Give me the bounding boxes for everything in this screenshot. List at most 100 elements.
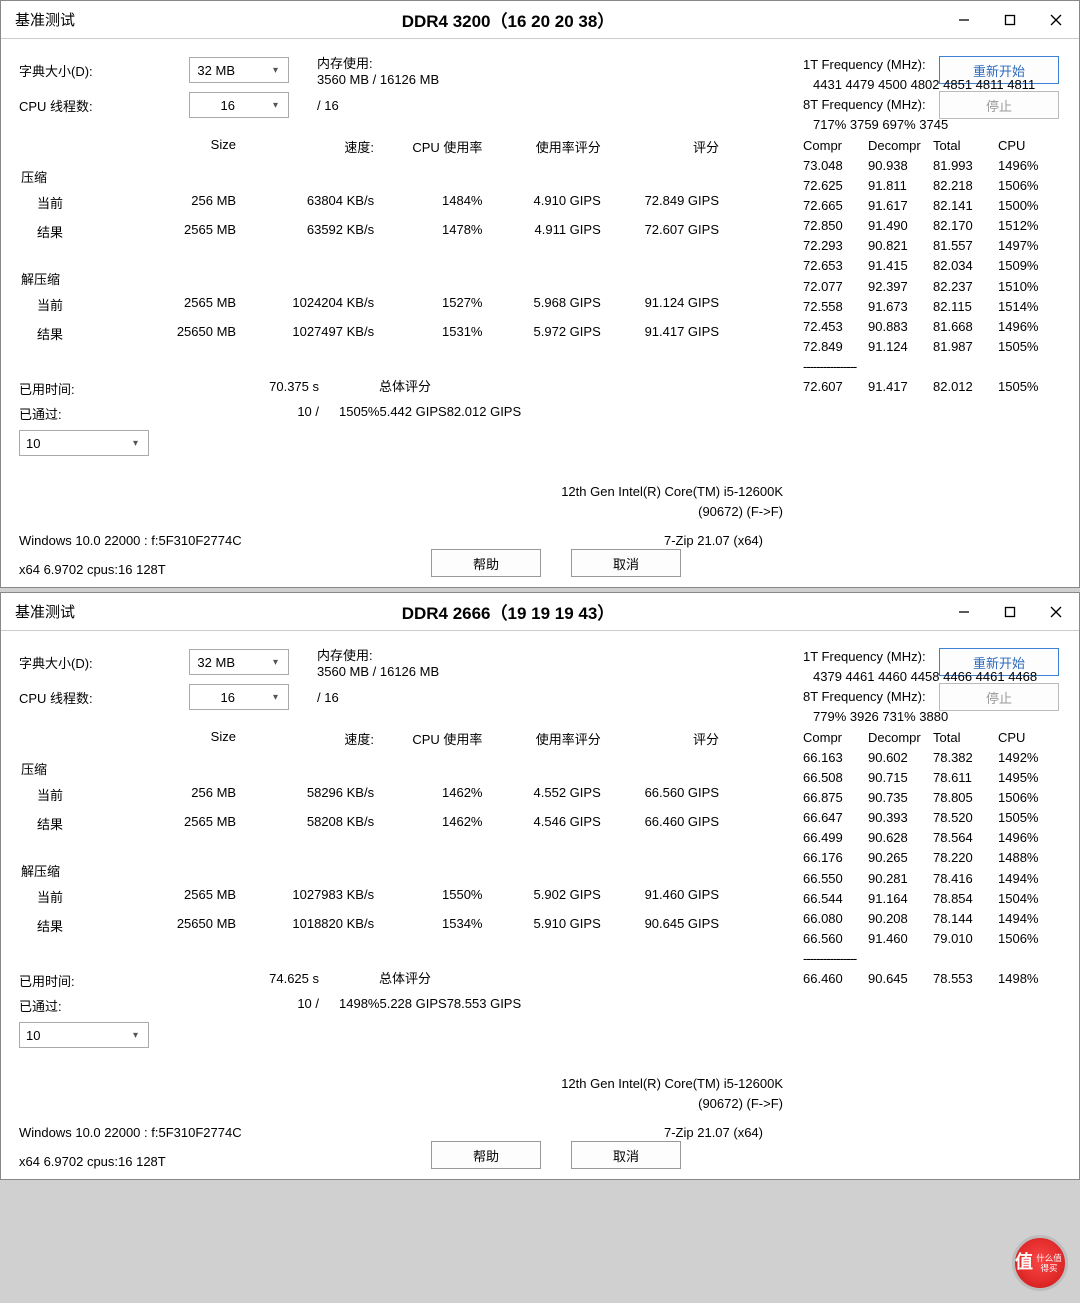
freq-1t-values: 4379 4461 4460 4458 4466 4461 4468 — [803, 667, 1063, 687]
dict-size-combo[interactable]: 32 MB▾ — [189, 649, 289, 675]
stat-row: 66.56091.46079.0101506% — [803, 929, 1063, 949]
freq-1t-label: 1T Frequency (MHz): — [803, 647, 1063, 667]
benchmark-window: 基准测试 DDR4 2666（19 19 19 43） 1T Frequency… — [0, 592, 1080, 1180]
stat-row: 66.49990.62878.5641496% — [803, 828, 1063, 848]
table-header: Size 速度: CPU 使用率 使用率评分 评分 — [19, 729, 719, 748]
stat-row: 66.17690.26578.2201488% — [803, 848, 1063, 868]
cancel-button[interactable]: 取消 — [571, 549, 681, 577]
cpu-model: 12th Gen Intel(R) Core(TM) i5-12600K — [19, 482, 783, 502]
window-controls — [941, 1, 1079, 39]
row-label: 结果 — [19, 222, 138, 241]
stat-row: 66.16390.60278.3821492% — [803, 748, 1063, 768]
row-label: 当前 — [19, 295, 138, 314]
result-row: 结果 25650 MB 1027497 KB/s 1531% 5.972 GIP… — [19, 319, 719, 348]
passes-value: 10 / — [179, 404, 319, 423]
overall-row: 1505% 5.442 GIPS 82.012 GIPS — [339, 401, 1063, 422]
overall-row: 1498% 5.228 GIPS 78.553 GIPS — [339, 993, 1063, 1014]
chevron-down-icon: ▾ — [239, 100, 282, 111]
stats-column: 1T Frequency (MHz): 4431 4479 4500 4802 … — [803, 55, 1063, 397]
stat-separator: ---------------- — [803, 357, 1063, 377]
cancel-button[interactable]: 取消 — [571, 1141, 681, 1169]
chevron-down-icon: ▾ — [84, 1030, 142, 1041]
threads-combo[interactable]: 16▾ — [189, 684, 289, 710]
dict-size-label: 字典大小(D): — [19, 653, 189, 672]
result-row: 当前 256 MB 63804 KB/s 1484% 4.910 GIPS 72… — [19, 188, 719, 217]
result-row: 当前 2565 MB 1027983 KB/s 1550% 5.902 GIPS… — [19, 882, 719, 911]
help-button[interactable]: 帮助 — [431, 549, 541, 577]
chevron-down-icon: ▾ — [239, 65, 282, 76]
freq-1t-label: 1T Frequency (MHz): — [803, 55, 1063, 75]
window-title: 基准测试 — [15, 601, 75, 622]
os-info: Windows 10.0 22000 : f:5F310F2774C — [19, 533, 664, 548]
dict-size-combo[interactable]: 32 MB▾ — [189, 57, 289, 83]
freq-8t-values: 717% 3759 697% 3745 — [803, 115, 1063, 135]
titlebar[interactable]: 基准测试 DDR4 3200（16 20 20 38） — [1, 1, 1079, 39]
mem-usage-value: 3560 MB / 16126 MB — [317, 664, 439, 679]
cpu-id: (90672) (F->F) — [19, 1094, 783, 1114]
row-label: 当前 — [19, 193, 138, 212]
table-header: Size 速度: CPU 使用率 使用率评分 评分 — [19, 137, 719, 156]
stats-column: 1T Frequency (MHz): 4379 4461 4460 4458 … — [803, 647, 1063, 989]
results-table: Size 速度: CPU 使用率 使用率评分 评分 压缩 当前 256 MB 5… — [19, 729, 719, 940]
window-title: 基准测试 — [15, 9, 75, 30]
result-row: 结果 2565 MB 58208 KB/s 1462% 4.546 GIPS 6… — [19, 809, 719, 838]
minimize-button[interactable] — [941, 593, 987, 631]
stat-row: 72.65391.41582.0341509% — [803, 256, 1063, 276]
decompress-section: 解压缩 — [19, 856, 719, 882]
elapsed-label: 已用时间: — [19, 971, 179, 990]
stat-separator: ---------------- — [803, 949, 1063, 969]
threads-label: CPU 线程数: — [19, 688, 189, 707]
window-controls — [941, 593, 1079, 631]
os-info: Windows 10.0 22000 : f:5F310F2774C — [19, 1125, 664, 1140]
elapsed-value: 74.625 s — [179, 971, 319, 990]
stat-row: 72.55891.67382.1151514% — [803, 297, 1063, 317]
passes-combo[interactable]: 10▾ — [19, 1022, 149, 1048]
threads-combo[interactable]: 16▾ — [189, 92, 289, 118]
stat-row: 66.08090.20878.1441494% — [803, 909, 1063, 929]
titlebar[interactable]: 基准测试 DDR4 2666（19 19 19 43） — [1, 593, 1079, 631]
stat-row: 66.55090.28178.4161494% — [803, 869, 1063, 889]
row-label: 当前 — [19, 785, 138, 804]
stat-row: 72.66591.61782.1411500% — [803, 196, 1063, 216]
stat-row: 66.64790.39378.5201505% — [803, 808, 1063, 828]
benchmark-window: 基准测试 DDR4 3200（16 20 20 38） 1T Frequency… — [0, 0, 1080, 588]
threads-total: / 16 — [317, 690, 339, 705]
result-row: 当前 2565 MB 1024204 KB/s 1527% 5.968 GIPS… — [19, 290, 719, 319]
stat-row: 72.62591.81182.2181506% — [803, 176, 1063, 196]
close-button[interactable] — [1033, 593, 1079, 631]
zip-version: 7-Zip 21.07 (x64) — [664, 1125, 1063, 1140]
decompress-section: 解压缩 — [19, 264, 719, 290]
stat-row: 66.87590.73578.8051506% — [803, 788, 1063, 808]
row-label: 当前 — [19, 887, 138, 906]
chevron-down-icon: ▾ — [84, 438, 142, 449]
stat-header: ComprDecomprTotalCPU — [803, 136, 1063, 156]
dict-size-label: 字典大小(D): — [19, 61, 189, 80]
maximize-button[interactable] — [987, 1, 1033, 39]
mem-usage-label: 内存使用: — [317, 53, 439, 72]
minimize-button[interactable] — [941, 1, 987, 39]
stat-row: 72.85091.49082.1701512% — [803, 216, 1063, 236]
row-label: 结果 — [19, 916, 138, 935]
result-row: 结果 2565 MB 63592 KB/s 1478% 4.911 GIPS 7… — [19, 217, 719, 246]
chevron-down-icon: ▾ — [239, 692, 282, 703]
chevron-down-icon: ▾ — [239, 657, 282, 668]
threads-label: CPU 线程数: — [19, 96, 189, 115]
help-button[interactable]: 帮助 — [431, 1141, 541, 1169]
maximize-button[interactable] — [987, 593, 1033, 631]
stat-row: 72.84991.12481.9871505% — [803, 337, 1063, 357]
stat-row: 72.45390.88381.6681496% — [803, 317, 1063, 337]
passes-combo[interactable]: 10▾ — [19, 430, 149, 456]
stat-row: 73.04890.93881.9931496% — [803, 156, 1063, 176]
freq-8t-values: 779% 3926 731% 3880 — [803, 707, 1063, 727]
compress-section: 压缩 — [19, 754, 719, 780]
elapsed-value: 70.375 s — [179, 379, 319, 398]
mem-usage-value: 3560 MB / 16126 MB — [317, 72, 439, 87]
passes-label: 已通过: — [19, 404, 179, 423]
stat-row: 72.29390.82181.5571497% — [803, 236, 1063, 256]
close-button[interactable] — [1033, 1, 1079, 39]
result-row: 当前 256 MB 58296 KB/s 1462% 4.552 GIPS 66… — [19, 780, 719, 809]
zip-version: 7-Zip 21.07 (x64) — [664, 533, 1063, 548]
mem-usage-label: 内存使用: — [317, 645, 439, 664]
stat-row: 66.50890.71578.6111495% — [803, 768, 1063, 788]
window-subtitle: DDR4 2666（19 19 19 43） — [75, 599, 941, 624]
